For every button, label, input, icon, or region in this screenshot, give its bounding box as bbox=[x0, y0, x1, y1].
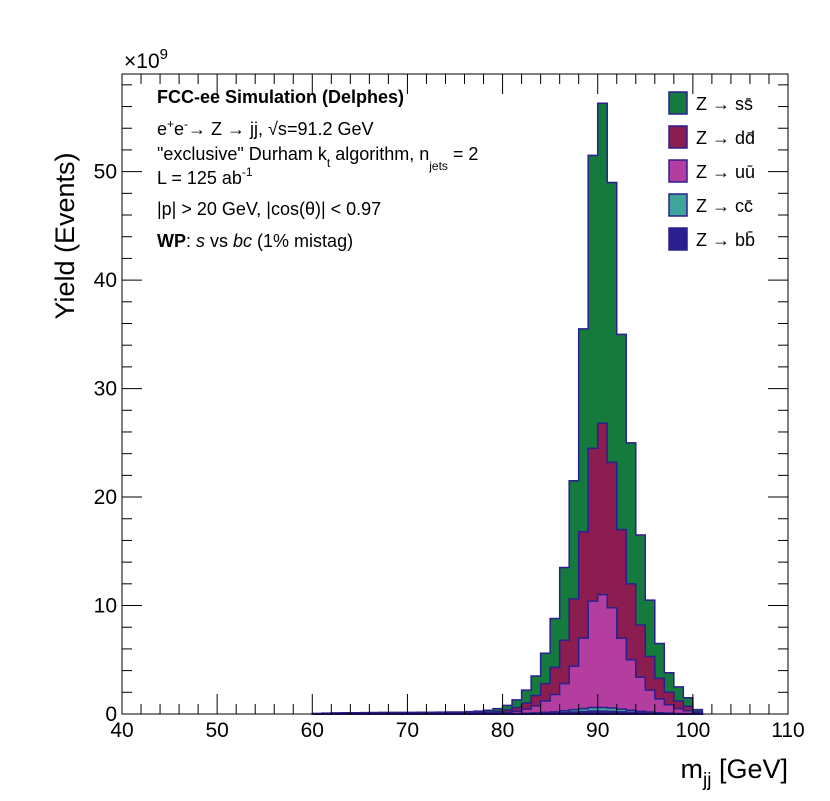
legend: Z → ss̄ Z → dd̄ Z → uū Z → cc̄ Z → bb̄ bbox=[668, 91, 755, 251]
annot6-wp: WP bbox=[157, 231, 186, 251]
annot6-colon: : bbox=[186, 231, 196, 251]
annot2-e2: e bbox=[174, 119, 184, 139]
legend-swatch-3 bbox=[668, 159, 688, 183]
y-exponent-base: ×10 bbox=[124, 50, 160, 73]
y-tick-label: 30 bbox=[94, 378, 117, 401]
annotation-line4: L = 125 ab-1 bbox=[157, 165, 253, 188]
legend-swatch-2 bbox=[668, 125, 688, 149]
y-tick-label: 50 bbox=[94, 161, 117, 184]
annot2-e2-sup: - bbox=[184, 117, 188, 131]
annot2-process: → Z → jj, bbox=[188, 119, 268, 139]
x-tick-label: 60 bbox=[301, 719, 324, 742]
annot2-e1-sup: + bbox=[167, 117, 174, 131]
x-tick-label: 70 bbox=[396, 719, 419, 742]
annot4-sup: -1 bbox=[242, 165, 253, 179]
annotation-line3: "exclusive" Durham kt algorithm, njets =… bbox=[157, 144, 478, 173]
annot4-pre: L = 125 ab bbox=[157, 168, 242, 188]
series-area-1 bbox=[311, 102, 704, 715]
legend-label-3: Z → uū bbox=[696, 162, 755, 182]
x-tick-label: 100 bbox=[675, 719, 710, 742]
x-tick-label: 40 bbox=[110, 719, 133, 742]
x-tick-label: 50 bbox=[205, 719, 228, 742]
y-axis-ticks: 0 10 20 30 40 50 bbox=[94, 84, 788, 726]
annot6-vs: vs bbox=[205, 231, 233, 251]
x-tick-label: 110 bbox=[771, 719, 804, 742]
annot2-e1: e bbox=[157, 119, 167, 139]
y-tick-label: 10 bbox=[94, 595, 117, 618]
annot6-bc: bc bbox=[233, 231, 252, 251]
legend-swatch-4 bbox=[668, 193, 688, 217]
legend-swatch-5 bbox=[668, 227, 688, 251]
annotation-line2: e+e-→ Z → jj, √s=91.2 GeV bbox=[157, 117, 374, 139]
annot2-sqrt: √s bbox=[268, 119, 287, 139]
x-axis-title-main: m bbox=[681, 754, 704, 784]
legend-swatch-1 bbox=[668, 91, 688, 115]
annot3-mid: algorithm, n bbox=[330, 144, 429, 164]
plot-frame bbox=[121, 73, 789, 715]
annot3-kt-sub: t bbox=[327, 156, 331, 170]
histogram-layer bbox=[311, 102, 704, 715]
x-tick-label: 90 bbox=[586, 719, 609, 742]
y-tick-label: 20 bbox=[94, 486, 117, 509]
y-exponent-label: ×109 bbox=[124, 46, 168, 73]
annot6-post: (1% mistag) bbox=[252, 231, 353, 251]
legend-label-2: Z → dd̄ bbox=[696, 128, 755, 148]
x-axis-title: mjj [GeV] bbox=[681, 754, 788, 791]
y-tick-label: 40 bbox=[94, 269, 117, 292]
x-axis-ticks: 40 50 60 70 80 90 100 110 bbox=[110, 74, 805, 742]
annotation-line6: WP: s vs bc (1% mistag) bbox=[157, 231, 353, 251]
x-tick-label: 80 bbox=[491, 719, 514, 742]
annot6-s: s bbox=[196, 231, 205, 251]
y-axis-title: Yield (Events) bbox=[50, 152, 80, 319]
annot3-post: = 2 bbox=[448, 144, 479, 164]
annot3-n-sub: jets bbox=[428, 159, 448, 173]
annot2-energy: =91.2 GeV bbox=[287, 119, 374, 139]
x-axis-title-unit: [GeV] bbox=[711, 754, 788, 784]
x-axis-title-sub: jj bbox=[702, 770, 711, 791]
y-exponent-power: 9 bbox=[160, 46, 168, 63]
annot3-pre: "exclusive" Durham k bbox=[157, 144, 328, 164]
legend-label-4: Z → cc̄ bbox=[696, 196, 753, 216]
annotation-line1: FCC-ee Simulation (Delphes) bbox=[157, 87, 404, 107]
legend-label-1: Z → ss̄ bbox=[696, 94, 753, 114]
y-tick-label: 0 bbox=[105, 703, 117, 726]
legend-label-5: Z → bb̄ bbox=[696, 230, 755, 250]
annotation-line5: |p| > 20 GeV, |cos(θ)| < 0.97 bbox=[157, 199, 381, 219]
annotation-block: FCC-ee Simulation (Delphes) e+e-→ Z → jj… bbox=[157, 87, 478, 251]
